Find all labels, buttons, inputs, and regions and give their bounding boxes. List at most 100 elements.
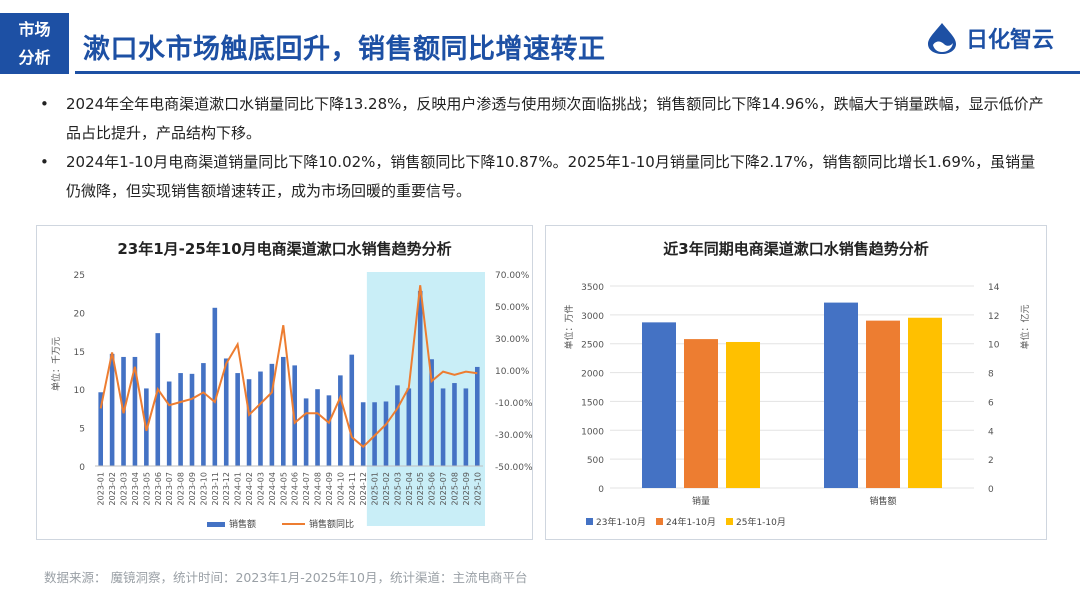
chart-title: 23年1月-25年10月电商渠道漱口水销售趋势分析 bbox=[117, 240, 452, 258]
monthly-trend-chart-panel: 23年1月-25年10月电商渠道漱口水销售趋势分析 0 5 10 15 20 25 -50.… bbox=[36, 225, 533, 540]
sales-bar bbox=[201, 363, 206, 466]
y-tick-label: 0 bbox=[79, 463, 85, 473]
y2-tick-label: 4 bbox=[988, 427, 994, 437]
y-tick-label: 1500 bbox=[581, 398, 604, 408]
section-tag: 市场 分析 bbox=[0, 13, 69, 74]
y-tick-label: 20 bbox=[74, 309, 86, 319]
x-tick-label: 2024-10 bbox=[336, 472, 345, 505]
x-tick-label: 2024-04 bbox=[268, 472, 277, 505]
x-tick-label: 2025-09 bbox=[462, 472, 471, 505]
x-tick-label: 2023-06 bbox=[154, 472, 163, 505]
comparison-bar bbox=[908, 317, 942, 488]
y2-tick-label: 10.00% bbox=[495, 367, 530, 377]
sales-bar bbox=[474, 366, 480, 466]
x-tick-label: 2023-04 bbox=[131, 472, 140, 505]
sales-bar bbox=[109, 353, 115, 466]
sales-bar bbox=[98, 392, 104, 466]
y-tick-label: 1000 bbox=[581, 427, 604, 437]
x-tick-label: 2025-03 bbox=[393, 472, 402, 505]
x-tick-label: 2024-05 bbox=[279, 472, 288, 505]
x-tick-label: 2025-01 bbox=[371, 472, 380, 505]
y2-tick-label: 14 bbox=[988, 283, 1000, 293]
x-tick-label: 2024-01 bbox=[234, 472, 243, 505]
x-tick-label: 2025-05 bbox=[416, 472, 425, 505]
x-tick-label: 2024-02 bbox=[245, 472, 254, 505]
bullet-item: • 2024年1-10月电商渠道销量同比下降10.02%，销售额同比下降10.8… bbox=[40, 148, 1050, 206]
y2-tick-label: 6 bbox=[988, 398, 994, 408]
page-title: 漱口水市场触底回升，销售额同比增速转正 bbox=[83, 34, 606, 65]
sales-bar bbox=[360, 402, 366, 466]
sales-bar bbox=[463, 388, 469, 466]
y-axis-label: 单位：千万元 bbox=[50, 337, 62, 391]
sales-bar bbox=[338, 375, 343, 466]
monthly-trend-chart: 0 5 10 15 20 25 -50.00% -30.00% -10.00% 10.00% 30.… bbox=[50, 271, 533, 530]
x-tick-label: 2025-04 bbox=[405, 472, 414, 505]
x-tick-label: 2023-02 bbox=[108, 472, 117, 505]
legend-swatch bbox=[656, 518, 663, 525]
drop-logo-icon bbox=[927, 23, 956, 54]
x-tick-label: 2025-02 bbox=[382, 472, 391, 505]
y2-axis-label: 单位：亿元 bbox=[1019, 304, 1031, 349]
sales-bar bbox=[258, 371, 263, 466]
sales-bar bbox=[315, 389, 320, 466]
y-tick-label: 25 bbox=[74, 271, 85, 281]
x-tick-label: 2025-08 bbox=[450, 472, 459, 505]
sales-bar bbox=[246, 379, 252, 466]
brand-logo: 日化智云 bbox=[924, 21, 1054, 55]
yearly-comparison-chart-panel: 近3年同期电商渠道漱口水销售趋势分析 0 500 1000 1500 2000 2500 3… bbox=[545, 225, 1047, 540]
x-tick-label: 2023-10 bbox=[199, 472, 208, 505]
legend-swatch bbox=[726, 518, 733, 525]
sales-bar bbox=[383, 401, 389, 466]
y2-tick-label: 12 bbox=[988, 312, 999, 322]
y2-tick-label: -10.00% bbox=[495, 399, 533, 409]
legend-label: 24年1-10月 bbox=[666, 516, 716, 528]
section-tag-line1: 市场 bbox=[18, 20, 51, 39]
sales-bar bbox=[372, 402, 377, 466]
x-tick-label: 2025-10 bbox=[473, 472, 482, 505]
sales-bar bbox=[155, 333, 161, 466]
sales-bar bbox=[349, 354, 355, 466]
y-tick-label: 2500 bbox=[581, 341, 604, 351]
x-tick-label: 2023-05 bbox=[142, 472, 151, 505]
sales-bar bbox=[395, 385, 400, 466]
sales-bar bbox=[406, 388, 412, 466]
y2-tick-label: 8 bbox=[988, 370, 994, 380]
data-source-note: 数据来源： 魔镜洞察，统计时间：2023年1月-2025年10月，统计渠道：主流… bbox=[44, 570, 528, 585]
y2-tick-label: 0 bbox=[988, 485, 994, 495]
bullet-text: 2024年全年电商渠道漱口水销量同比下降13.28%，反映用户渗透与使用频次面临… bbox=[66, 95, 1044, 142]
x-tick-label: 2024-06 bbox=[291, 472, 300, 505]
y2-tick-label: 10 bbox=[988, 341, 1000, 351]
x-tick-label: 2024-11 bbox=[348, 472, 357, 505]
sales-bar bbox=[212, 307, 218, 466]
y2-tick-label: 50.00% bbox=[495, 303, 530, 313]
sales-bar bbox=[132, 356, 138, 466]
title-bar: 漱口水市场触底回升，销售额同比增速转正 日化智云 bbox=[75, 13, 1080, 74]
x-tick-label: 销售额 bbox=[869, 495, 896, 507]
sales-bar bbox=[235, 373, 240, 466]
y2-tick-label: -50.00% bbox=[495, 463, 533, 473]
sales-bar bbox=[417, 290, 423, 466]
y2-tick-label: 2 bbox=[988, 456, 994, 466]
comparison-bar bbox=[684, 339, 718, 488]
legend-label: 23年1-10月 bbox=[596, 516, 646, 528]
sales-bar bbox=[189, 373, 195, 466]
legend-label: 销售额同比 bbox=[309, 518, 354, 530]
y-tick-label: 5 bbox=[79, 425, 85, 435]
x-tick-label: 2023-11 bbox=[211, 472, 220, 505]
x-tick-label: 2023-08 bbox=[177, 472, 186, 505]
yoy-line bbox=[99, 285, 478, 449]
legend-swatch bbox=[586, 518, 593, 525]
x-tick-label: 2024-03 bbox=[256, 472, 265, 505]
sales-bar bbox=[303, 398, 309, 466]
x-tick-label: 2023-03 bbox=[120, 472, 129, 505]
legend-label: 销售额 bbox=[229, 518, 256, 530]
x-tick-label: 2025-06 bbox=[428, 472, 437, 505]
sales-bar bbox=[429, 359, 434, 466]
sales-bar bbox=[178, 373, 183, 466]
y-tick-label: 2000 bbox=[581, 370, 604, 380]
y-tick-label: 500 bbox=[587, 456, 604, 466]
x-tick-label: 2023-09 bbox=[188, 472, 197, 505]
x-tick-label: 2024-12 bbox=[359, 472, 368, 505]
legend-label: 25年1-10月 bbox=[736, 516, 786, 528]
sales-bar bbox=[269, 363, 275, 466]
